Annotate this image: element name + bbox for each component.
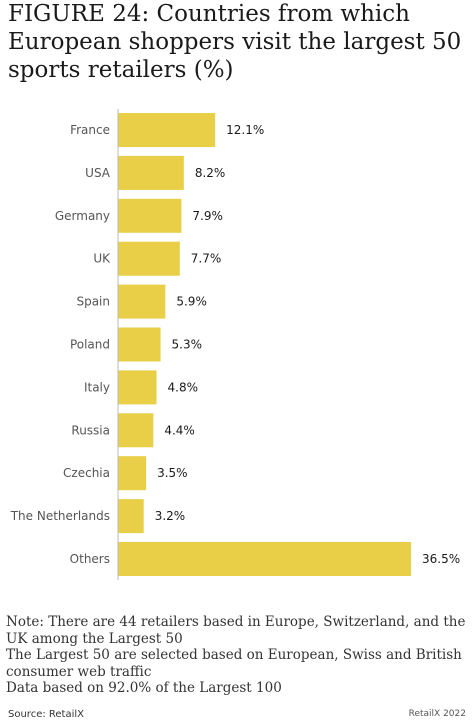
bar-russia bbox=[118, 413, 154, 448]
category-label-germany: Germany bbox=[55, 209, 110, 223]
bar-the-netherlands bbox=[118, 499, 144, 534]
source-text: Source: RetailX bbox=[8, 709, 85, 720]
bar-czechia bbox=[118, 456, 147, 491]
category-label-russia: Russia bbox=[71, 423, 110, 437]
bar-uk bbox=[118, 241, 180, 276]
value-label-poland: 5.3% bbox=[172, 338, 203, 352]
bar-germany bbox=[118, 198, 182, 233]
bar-others bbox=[118, 542, 411, 576]
category-label-france: France bbox=[70, 123, 110, 137]
note-line-1: Note: There are 44 retailers based in Eu… bbox=[6, 614, 466, 647]
bar-chart: France 12.1% USA 8.2% Germany 7.9% UK 7.7% Spain… bbox=[10, 109, 460, 580]
chart-notes: Note: There are 44 retailers based in Eu… bbox=[6, 614, 468, 697]
category-label-czechia: Czechia bbox=[63, 466, 110, 480]
bar-poland bbox=[118, 327, 161, 362]
value-label-the-netherlands: 3.2% bbox=[155, 509, 186, 523]
category-label-spain: Spain bbox=[76, 295, 110, 309]
value-label-russia: 4.4% bbox=[164, 423, 195, 437]
bar-italy bbox=[118, 370, 157, 405]
bar-france bbox=[118, 113, 216, 147]
bar-usa bbox=[118, 155, 184, 190]
value-label-uk: 7.7% bbox=[191, 252, 222, 266]
note-line-2: The Largest 50 are selected based on Eur… bbox=[6, 647, 462, 680]
bar-spain bbox=[118, 284, 166, 319]
value-label-germany: 7.9% bbox=[192, 209, 223, 223]
chart-title: FIGURE 24: Countries from which European… bbox=[8, 1, 462, 83]
value-label-france: 12.1% bbox=[226, 123, 264, 137]
note-line-3: Data based on 92.0% of the Largest 100 bbox=[6, 680, 282, 696]
category-label-the-netherlands: The Netherlands bbox=[10, 509, 110, 523]
category-label-usa: USA bbox=[85, 166, 111, 180]
category-label-others: Others bbox=[70, 552, 110, 566]
value-label-usa: 8.2% bbox=[195, 166, 226, 180]
category-label-uk: UK bbox=[93, 252, 111, 266]
value-label-italy: 4.8% bbox=[168, 380, 199, 394]
category-label-italy: Italy bbox=[84, 380, 110, 394]
value-label-czechia: 3.5% bbox=[157, 466, 188, 480]
category-label-poland: Poland bbox=[70, 338, 110, 352]
value-label-spain: 5.9% bbox=[176, 295, 207, 309]
copyright-text: RetailX 2022 bbox=[408, 709, 466, 719]
value-label-others: 36.5% bbox=[422, 552, 460, 566]
